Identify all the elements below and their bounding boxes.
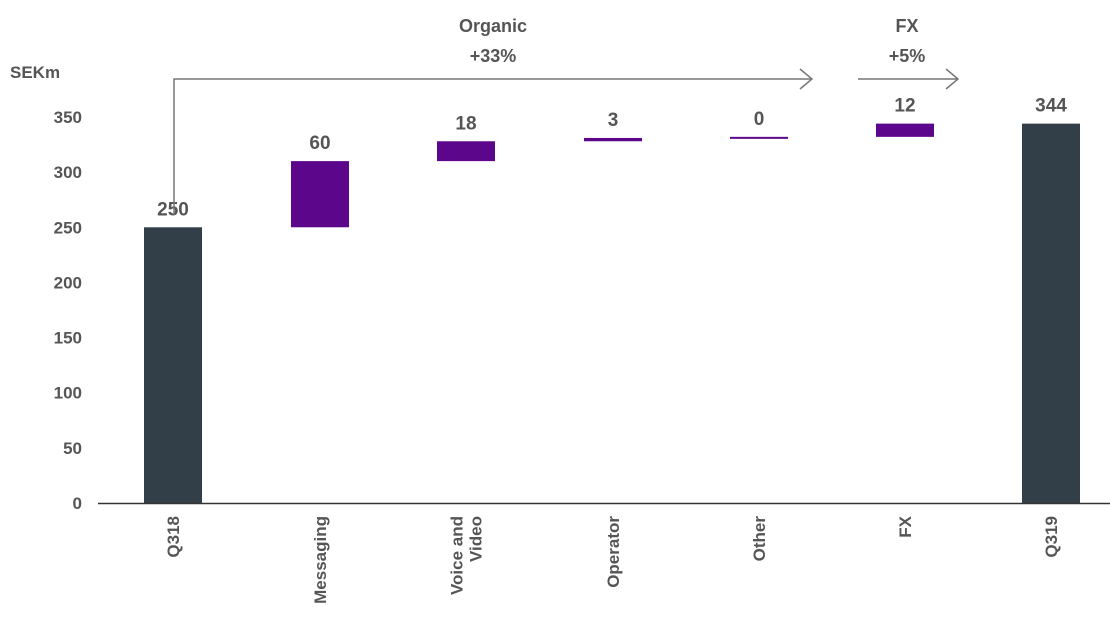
delta-bar [584,137,642,142]
y-tick-label: 50 [63,439,82,458]
organic-annotation-title: Organic [459,16,527,36]
fx-annotation-value: +5% [889,46,926,66]
y-tick-label: 350 [54,108,82,127]
y-tick-label: 100 [54,384,82,403]
y-tick-label: 0 [73,494,82,513]
x-category-label: Voice and Video [448,516,486,595]
bar-data-label: 0 [754,109,765,130]
y-tick-label: 200 [54,273,82,292]
delta-bar [876,123,934,137]
total-bar [144,227,202,504]
x-category-label: FX [896,515,915,537]
y-tick-label: 150 [54,329,82,348]
bar-data-label: 3 [608,110,619,131]
bars [144,123,1080,504]
delta-bar [730,136,788,139]
delta-bar [437,141,495,162]
x-category-label: Q319 [1042,516,1061,558]
fx-arrow-head [945,68,960,90]
bar-data-label: 60 [309,133,330,154]
y-unit-label: SEKm [10,63,60,82]
delta-bar [291,161,349,228]
total-bar [1022,123,1080,504]
x-category-label: Operator [604,516,623,588]
organic-annotation-value: +33% [470,46,517,66]
organic-arrow-head [799,68,814,90]
y-axis-ticks: 0 50 100 150 200 250 300 350 [54,108,82,513]
bar-data-label: 18 [455,113,476,134]
x-category-label: Q318 [164,516,183,558]
growth-annotations: Organic +33% FX +5% [173,16,960,215]
x-category-label-line: Q318 [164,516,183,558]
bar-data-label: 12 [894,96,915,117]
x-category-label-line: Messaging [311,516,330,604]
x-category-label: Messaging [311,516,330,604]
x-category-label: Other [750,516,769,562]
bar-data-label: 250 [157,199,189,220]
organic-bracket-arrow [173,78,812,215]
x-category-label-line: Video [467,516,486,562]
y-tick-label: 300 [54,163,82,182]
x-category-label-line: Operator [604,516,623,588]
bar-data-label: 344 [1035,96,1067,117]
data-labels: 250 60 18 3 0 12 344 [157,96,1067,221]
x-axis-categories: Q318 Messaging Voice and Video Operator Other… [164,515,1061,604]
x-category-label-line: Other [750,516,769,562]
y-tick-label: 250 [54,218,82,237]
fx-annotation-title: FX [895,16,918,36]
x-category-label-line: Voice and [448,516,467,595]
x-category-label-line: Q319 [1042,516,1061,558]
x-category-label-line: FX [896,515,915,537]
